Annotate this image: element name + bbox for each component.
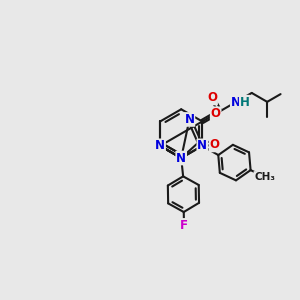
Text: N: N bbox=[184, 113, 194, 126]
Text: N: N bbox=[155, 139, 165, 152]
Text: H: H bbox=[240, 96, 250, 109]
Text: N: N bbox=[197, 139, 207, 152]
Text: O: O bbox=[207, 92, 217, 104]
Text: N: N bbox=[176, 152, 186, 164]
Text: N: N bbox=[231, 96, 241, 109]
Text: O: O bbox=[209, 138, 219, 152]
Text: O: O bbox=[211, 107, 221, 120]
Text: F: F bbox=[180, 219, 188, 232]
Text: CH₃: CH₃ bbox=[254, 172, 275, 182]
